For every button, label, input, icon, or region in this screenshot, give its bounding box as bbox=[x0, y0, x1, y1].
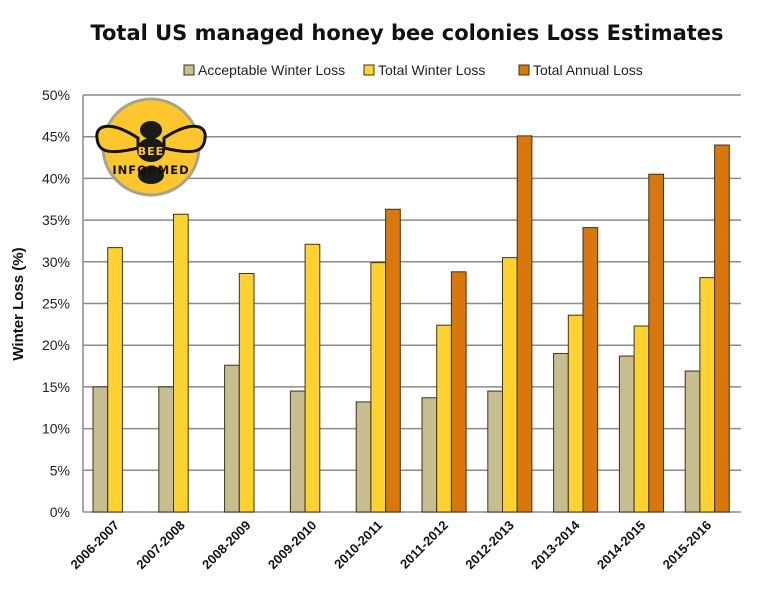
y-axis-ticks: 0% 5% 10% 15% 20% 25% 30% 35% 40% 45% 50% bbox=[42, 87, 70, 520]
bar-acceptable-winter-loss bbox=[92, 386, 109, 513]
y-tick-label: 30% bbox=[42, 254, 70, 270]
y-tick-label: 35% bbox=[42, 212, 70, 228]
gridlines bbox=[82, 94, 741, 513]
legend-swatch bbox=[518, 64, 530, 76]
x-tick-label: 2009-2010 bbox=[265, 518, 320, 573]
bar-total-annual-loss bbox=[385, 208, 401, 513]
y-tick-label: 40% bbox=[42, 170, 70, 186]
bar-total-winter-loss bbox=[633, 325, 650, 513]
y-tick-label: 20% bbox=[42, 337, 70, 353]
logo-top-text: BEE bbox=[138, 145, 164, 158]
bar-total-winter-loss bbox=[699, 277, 716, 513]
bar-total-winter-loss bbox=[436, 324, 452, 513]
bar-acceptable-winter-loss bbox=[684, 370, 701, 513]
bar-total-annual-loss bbox=[450, 271, 467, 513]
x-tick-label: 2011-2012 bbox=[397, 518, 451, 572]
bar-total-annual-loss bbox=[582, 227, 599, 513]
y-tick-label: 5% bbox=[50, 462, 70, 478]
bar-total-winter-loss bbox=[304, 243, 321, 513]
x-tick-label: 2014-2015 bbox=[594, 518, 649, 573]
x-tick-label: 2006-2007 bbox=[67, 518, 122, 573]
legend-swatch bbox=[363, 64, 375, 76]
x-axis-ticks: 2006-2007 2007-2008 2008-2009 2009-2010 2010… bbox=[67, 517, 714, 572]
bar-acceptable-winter-loss bbox=[553, 353, 569, 513]
legend-swatch bbox=[183, 64, 195, 76]
bar-total-winter-loss bbox=[173, 213, 189, 513]
x-tick-label: 2015-2016 bbox=[660, 518, 715, 573]
legend-label: Acceptable Winter Loss bbox=[198, 62, 345, 78]
bar-total-winter-loss bbox=[567, 314, 584, 513]
bar-total-winter-loss bbox=[502, 257, 518, 513]
bar-acceptable-winter-loss bbox=[289, 390, 306, 513]
legend-label: Total Winter Loss bbox=[378, 62, 485, 78]
x-tick-label: 2007-2008 bbox=[133, 518, 188, 573]
y-tick-label: 25% bbox=[42, 296, 70, 312]
bar-total-winter-loss bbox=[238, 272, 255, 513]
x-tick-label: 2013-2014 bbox=[528, 517, 583, 572]
bar-total-annual-loss bbox=[516, 135, 533, 513]
y-tick-label: 50% bbox=[42, 87, 70, 103]
chart-title: Total US managed honey bee colonies Loss… bbox=[90, 21, 723, 45]
y-tick-label: 45% bbox=[42, 129, 70, 145]
x-tick-label: 2012-2013 bbox=[462, 518, 517, 573]
bar-acceptable-winter-loss bbox=[224, 364, 240, 513]
logo-bottom-text: INFORMED bbox=[112, 163, 189, 177]
y-tick-label: 0% bbox=[50, 504, 70, 520]
y-tick-label: 10% bbox=[42, 421, 70, 437]
bar-total-winter-loss bbox=[107, 247, 123, 513]
bar-total-annual-loss bbox=[714, 144, 730, 513]
legend-label: Total Annual Loss bbox=[533, 62, 643, 78]
bee-informed-logo: BEE INFORMED bbox=[95, 97, 207, 197]
bar-total-annual-loss bbox=[648, 173, 664, 513]
y-tick-label: 15% bbox=[42, 379, 70, 395]
bar-acceptable-winter-loss bbox=[618, 355, 635, 513]
y-axis-label: Winter Loss (%) bbox=[10, 247, 27, 360]
bar-acceptable-winter-loss bbox=[355, 401, 372, 513]
x-tick-label: 2010-2011 bbox=[331, 518, 385, 572]
bar-total-winter-loss bbox=[370, 262, 387, 513]
bars bbox=[92, 135, 730, 513]
bar-acceptable-winter-loss bbox=[158, 386, 175, 513]
legend: Acceptable Winter Loss Total Winter Loss T… bbox=[183, 62, 643, 78]
bar-acceptable-winter-loss bbox=[421, 397, 438, 513]
x-tick-label: 2008-2009 bbox=[199, 518, 254, 573]
bar-acceptable-winter-loss bbox=[487, 390, 503, 513]
